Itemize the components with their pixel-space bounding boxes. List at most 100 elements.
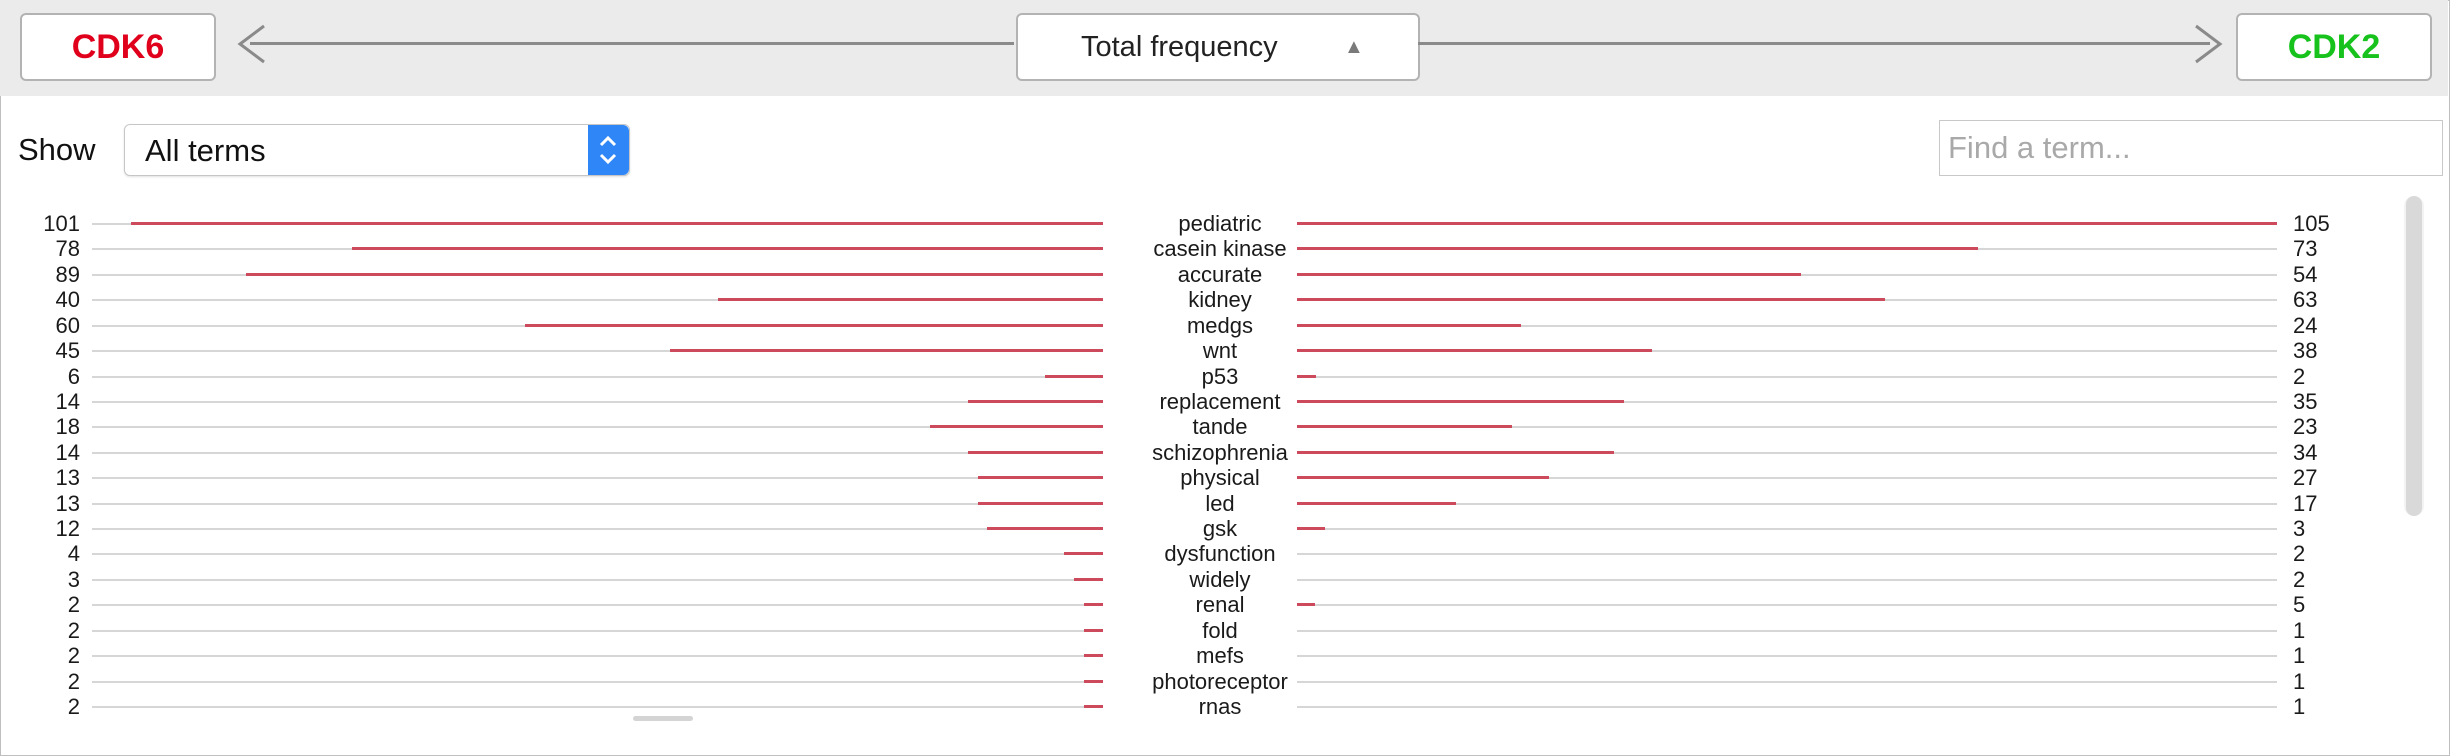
term-label[interactable]: accurate <box>1177 262 1263 287</box>
left-count: 4 <box>67 541 80 566</box>
left-track <box>92 630 1103 632</box>
term-row[interactable]: 101 pediatric 105 <box>0 211 2450 236</box>
term-row[interactable]: 2 mefs 1 <box>0 643 2450 668</box>
left-count: 2 <box>67 669 80 694</box>
term-label[interactable]: kidney <box>1188 287 1252 312</box>
term-label[interactable]: photoreceptor <box>1152 669 1288 694</box>
left-frequency-bar <box>977 476 1103 479</box>
sort-by-label: Total frequency <box>1081 31 1278 63</box>
left-count: 40 <box>55 287 80 312</box>
right-frequency-bar <box>1297 324 1521 327</box>
left-frequency-bar <box>1083 603 1103 606</box>
right-count: 1 <box>2293 669 2306 694</box>
term-label[interactable]: physical <box>1180 465 1260 490</box>
right-track <box>1297 706 2277 708</box>
term-row[interactable]: 3 widely 2 <box>0 567 2450 592</box>
term-label[interactable]: led <box>1205 491 1235 516</box>
term-label[interactable]: rnas <box>1198 694 1242 719</box>
left-track <box>92 426 1103 428</box>
term-row[interactable]: 2 photoreceptor 1 <box>0 669 2450 694</box>
left-count: 12 <box>55 516 80 541</box>
term-row[interactable]: 18 tande 23 <box>0 414 2450 439</box>
left-frequency-bar <box>1074 578 1103 581</box>
right-count: 17 <box>2293 491 2318 516</box>
term-label[interactable]: wnt <box>1202 338 1238 363</box>
term-label[interactable]: schizophrenia <box>1152 440 1288 465</box>
term-label[interactable]: dysfunction <box>1164 541 1276 566</box>
left-track <box>92 299 1103 301</box>
right-track <box>1297 376 2277 378</box>
left-gene-box[interactable]: CDK6 <box>20 13 216 81</box>
right-frequency-bar <box>1297 603 1315 606</box>
term-row[interactable]: 13 led 17 <box>0 491 2450 516</box>
left-count: 2 <box>67 643 80 668</box>
vertical-scrollbar-thumb[interactable] <box>2406 196 2422 516</box>
term-row[interactable]: 14 schizophrenia 34 <box>0 440 2450 465</box>
term-label[interactable]: casein kinase <box>1153 236 1287 261</box>
show-label: Show <box>18 132 96 167</box>
left-arrow-shaft <box>250 42 1014 45</box>
term-row[interactable]: 13 physical 27 <box>0 465 2450 490</box>
left-count: 45 <box>55 338 80 363</box>
right-track <box>1297 401 2277 403</box>
left-track <box>92 477 1103 479</box>
left-track <box>92 579 1103 581</box>
term-search-input[interactable] <box>1939 120 2443 176</box>
right-track <box>1297 503 2277 505</box>
right-gene-box[interactable]: CDK2 <box>2236 13 2432 81</box>
left-track <box>92 528 1103 530</box>
right-track <box>1297 426 2277 428</box>
left-frequency-bar <box>1083 654 1103 657</box>
left-count: 60 <box>55 313 80 338</box>
left-track <box>92 681 1103 683</box>
term-row[interactable]: 60 medgs 24 <box>0 313 2450 338</box>
right-track <box>1297 325 2277 327</box>
right-count: 27 <box>2293 465 2318 490</box>
left-track <box>92 553 1103 555</box>
term-row[interactable]: 14 replacement 35 <box>0 389 2450 414</box>
right-count: 73 <box>2293 236 2318 261</box>
term-row[interactable]: 45 wnt 38 <box>0 338 2450 363</box>
term-row[interactable]: 12 gsk 3 <box>0 516 2450 541</box>
right-frequency-bar <box>1297 298 1885 301</box>
right-track <box>1297 350 2277 352</box>
term-label[interactable]: pediatric <box>1178 211 1262 236</box>
term-label[interactable]: tande <box>1192 414 1248 439</box>
horizontal-scroll-indicator[interactable] <box>633 716 693 721</box>
right-count: 1 <box>2293 643 2306 668</box>
right-track <box>1297 655 2277 657</box>
left-count: 2 <box>67 618 80 643</box>
left-count: 14 <box>55 440 80 465</box>
right-count: 1 <box>2293 618 2306 643</box>
term-label[interactable]: p53 <box>1201 364 1239 389</box>
term-label[interactable]: replacement <box>1159 389 1281 414</box>
term-label[interactable]: mefs <box>1196 643 1244 668</box>
left-frequency-bar <box>525 324 1103 327</box>
term-row[interactable]: 4 dysfunction 2 <box>0 541 2450 566</box>
term-label[interactable]: medgs <box>1186 313 1254 338</box>
left-frequency-bar <box>1083 629 1103 632</box>
right-frequency-bar <box>1297 375 1316 378</box>
sort-by-button[interactable]: Total frequency ▲ <box>1016 13 1420 81</box>
term-label[interactable]: gsk <box>1202 516 1238 541</box>
left-track <box>92 503 1103 505</box>
left-count: 101 <box>43 211 80 236</box>
term-row[interactable]: 2 fold 1 <box>0 618 2450 643</box>
term-filter-select[interactable]: All terms <box>124 124 630 176</box>
term-label[interactable]: renal <box>1195 592 1245 617</box>
term-row[interactable]: 2 renal 5 <box>0 592 2450 617</box>
left-frequency-bar <box>1083 705 1103 708</box>
term-label[interactable]: widely <box>1189 567 1251 592</box>
right-count: 35 <box>2293 389 2318 414</box>
right-count: 2 <box>2293 364 2306 389</box>
term-label[interactable]: fold <box>1202 618 1238 643</box>
right-track <box>1297 630 2277 632</box>
term-row[interactable]: 2 rnas 1 <box>0 694 2450 719</box>
term-row[interactable]: 89 accurate 54 <box>0 262 2450 287</box>
left-frequency-bar <box>987 527 1103 530</box>
term-row[interactable]: 40 kidney 63 <box>0 287 2450 312</box>
term-row[interactable]: 78 casein kinase 73 <box>0 236 2450 261</box>
right-track <box>1297 553 2277 555</box>
term-row[interactable]: 6 p53 2 <box>0 364 2450 389</box>
right-track <box>1297 681 2277 683</box>
